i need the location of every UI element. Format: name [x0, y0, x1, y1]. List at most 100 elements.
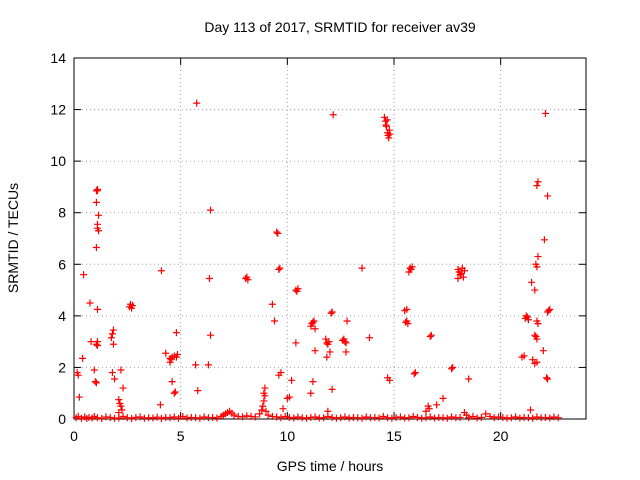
data-point [262, 407, 270, 415]
data-point [443, 414, 451, 422]
data-point [123, 414, 131, 422]
data-point [156, 401, 164, 409]
data-point [386, 376, 394, 384]
data-point [192, 361, 200, 369]
data-point [459, 273, 467, 281]
data-point [244, 276, 252, 284]
data-point [534, 253, 542, 261]
data-point [328, 308, 336, 316]
data-point [410, 370, 418, 378]
data-point [251, 413, 259, 421]
data-point [271, 317, 279, 325]
data-point [108, 330, 116, 338]
data-point [106, 413, 114, 421]
y-tick-label: 8 [58, 205, 66, 221]
data-point [383, 122, 391, 130]
data-point [323, 353, 331, 361]
data-point [117, 366, 125, 374]
data-point [311, 413, 319, 421]
data-point [111, 375, 119, 383]
data-point [329, 111, 337, 119]
data-point [396, 413, 404, 421]
data-point [107, 334, 115, 342]
data-point [343, 317, 351, 325]
data-point [527, 406, 535, 414]
data-point [193, 99, 201, 107]
data-point [277, 414, 285, 422]
data-point [379, 412, 387, 420]
data-point [403, 317, 411, 325]
data-point [411, 369, 419, 377]
data-point [550, 413, 558, 421]
data-point [477, 413, 485, 421]
data-point [194, 387, 202, 395]
data-point [311, 347, 319, 355]
data-point [213, 414, 221, 422]
data-point [275, 371, 283, 379]
data-point [546, 414, 554, 422]
data-point [279, 405, 287, 413]
data-point [129, 302, 137, 310]
data-point [136, 413, 144, 421]
x-tick-label: 10 [280, 428, 296, 444]
data-point [413, 413, 421, 421]
data-point [311, 325, 319, 333]
data-point [405, 414, 413, 422]
data-point [534, 178, 542, 186]
data-point [337, 414, 345, 422]
data-point [388, 414, 396, 422]
data-point [449, 363, 457, 371]
data-point [341, 338, 349, 346]
data-point [115, 409, 123, 417]
data-point [274, 229, 282, 237]
data-point [521, 314, 529, 322]
y-axis-label: SRMTID / TECUs [5, 183, 21, 293]
x-axis-label: GPS time / hours [277, 458, 384, 474]
data-point [324, 407, 332, 415]
data-point [93, 186, 101, 194]
x-tick-label: 15 [386, 428, 402, 444]
data-point [128, 414, 136, 422]
data-point [342, 348, 350, 356]
data-point [86, 299, 94, 307]
data-point [309, 378, 317, 386]
data-point [460, 267, 468, 275]
data-point [256, 410, 264, 418]
data-point [383, 116, 391, 124]
data-point [533, 335, 541, 343]
data-point [309, 318, 317, 326]
data-point [425, 405, 433, 413]
data-point [92, 244, 100, 252]
data-point [358, 414, 366, 422]
data-point [544, 192, 552, 200]
data-point [98, 414, 106, 422]
data-point [524, 316, 532, 324]
data-point [456, 413, 464, 421]
data-point [204, 361, 212, 369]
data-point [307, 389, 315, 397]
data-point [341, 413, 349, 421]
data-point [79, 354, 87, 362]
data-point [303, 414, 311, 422]
data-point [427, 331, 435, 339]
data-point [290, 414, 298, 422]
data-point [408, 263, 416, 271]
data-point [162, 349, 170, 357]
data-point [95, 227, 103, 235]
y-tick-label: 10 [50, 153, 66, 169]
data-point [172, 329, 180, 337]
data-point [115, 396, 123, 404]
data-point [544, 375, 552, 383]
data-point [422, 414, 430, 422]
data-point [166, 358, 174, 366]
plot-frame [73, 57, 587, 420]
data-point [426, 332, 434, 340]
data-point [260, 397, 268, 405]
data-point [486, 412, 494, 420]
data-point [328, 413, 336, 421]
data-point [276, 264, 284, 272]
data-point [532, 260, 540, 268]
data-point [153, 413, 161, 421]
data-point [92, 379, 100, 387]
data-point [326, 348, 334, 356]
